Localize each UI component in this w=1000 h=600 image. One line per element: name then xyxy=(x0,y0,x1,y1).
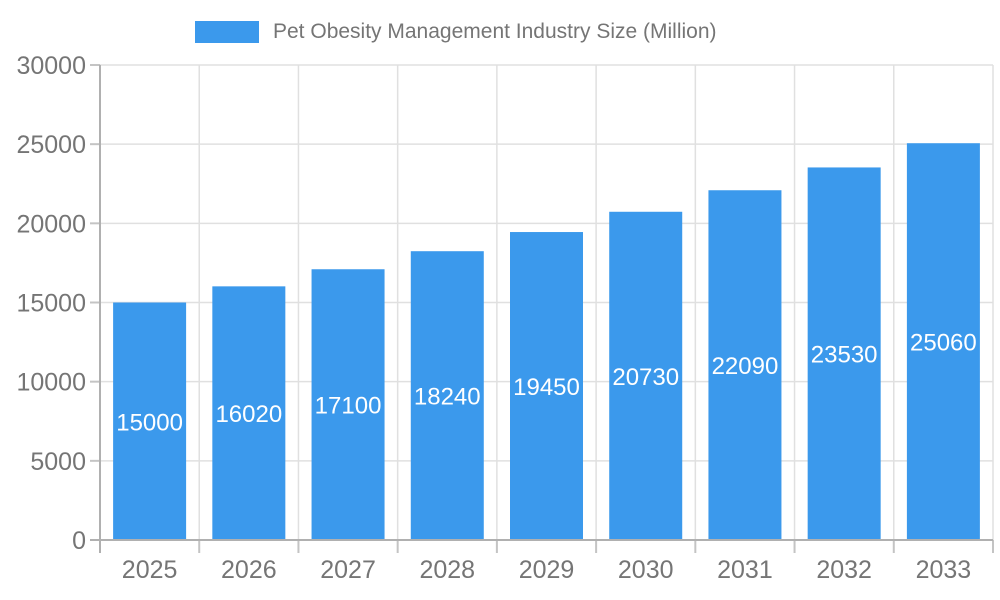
x-axis-label: 2030 xyxy=(618,556,674,584)
bar-value-label: 18240 xyxy=(414,384,481,411)
bar[interactable] xyxy=(708,190,782,540)
y-axis-label: 25000 xyxy=(16,131,86,159)
x-axis-label: 2025 xyxy=(122,556,178,584)
bar[interactable] xyxy=(609,211,683,540)
bar-value-label: 22090 xyxy=(712,353,779,380)
bar-value-label: 17100 xyxy=(315,393,382,420)
bar-value-label: 20730 xyxy=(612,364,679,391)
y-axis-label: 15000 xyxy=(16,290,86,318)
legend[interactable]: Pet Obesity Management Industry Size (Mi… xyxy=(195,20,717,44)
bar[interactable] xyxy=(807,167,881,541)
bar-value-label: 15000 xyxy=(116,409,183,436)
legend-label: Pet Obesity Management Industry Size (Mi… xyxy=(273,20,717,43)
y-axis-label: 10000 xyxy=(16,369,86,397)
bar[interactable] xyxy=(906,143,980,540)
y-axis-label: 0 xyxy=(72,527,86,555)
y-axis-label: 20000 xyxy=(16,210,86,238)
x-axis-label: 2032 xyxy=(816,556,872,584)
bar-value-label: 16020 xyxy=(215,401,282,428)
x-axis-label: 2027 xyxy=(320,556,376,584)
x-axis-label: 2026 xyxy=(221,556,277,584)
bar-value-label: 25060 xyxy=(910,330,977,357)
bar[interactable] xyxy=(212,286,286,540)
legend-swatch xyxy=(195,21,259,43)
x-axis-label: 2028 xyxy=(419,556,475,584)
bar-value-label: 19450 xyxy=(513,374,580,401)
x-axis-label: 2031 xyxy=(717,556,773,584)
y-axis-label: 5000 xyxy=(30,448,86,476)
bar[interactable] xyxy=(311,269,385,540)
bar[interactable] xyxy=(410,251,484,540)
bar[interactable] xyxy=(113,302,187,541)
bar[interactable] xyxy=(510,232,583,540)
bar-value-label: 23530 xyxy=(811,342,878,369)
x-axis-label: 2029 xyxy=(519,556,575,584)
y-axis-label: 30000 xyxy=(16,52,86,80)
x-axis-label: 2033 xyxy=(916,556,972,584)
